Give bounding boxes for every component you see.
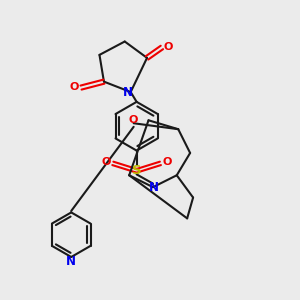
- Text: O: O: [164, 42, 173, 52]
- Text: O: O: [162, 157, 172, 167]
- Text: O: O: [102, 157, 111, 167]
- Text: N: N: [66, 255, 76, 268]
- Text: N: N: [149, 181, 159, 194]
- Text: O: O: [129, 115, 138, 125]
- Text: N: N: [123, 85, 133, 98]
- Text: O: O: [70, 82, 79, 92]
- Text: S: S: [132, 164, 141, 177]
